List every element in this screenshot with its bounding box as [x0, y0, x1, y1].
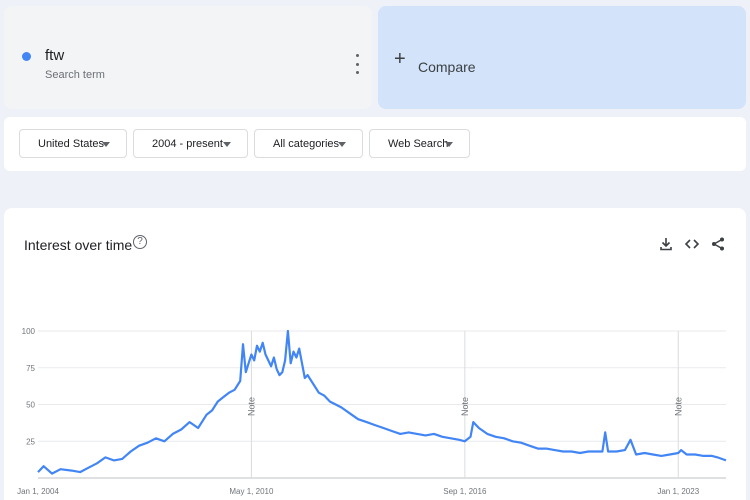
chart-title: Interest over time: [24, 237, 133, 253]
search-term-name[interactable]: ftw: [45, 47, 65, 64]
more-options-icon[interactable]: [350, 54, 364, 74]
x-tick-label: Sep 1, 2016: [443, 487, 487, 496]
y-tick-label: 25: [26, 437, 35, 446]
series-line: [37, 329, 727, 475]
search-type-dropdown-label: Web Search: [388, 137, 449, 150]
share-icon[interactable]: [710, 236, 726, 252]
compare-button[interactable]: + Compare: [378, 6, 746, 109]
interest-over-time-card: Interest over time ? Note Note Note 25 50 75…: [4, 208, 746, 500]
category-dropdown-label: All categories: [273, 137, 340, 150]
compare-label: Compare: [418, 59, 476, 75]
caret-down-icon: [445, 142, 453, 147]
interest-line-chart: Note Note Note 25 50 75 100 Jan 1, 2004 May 1, …: [17, 327, 727, 496]
x-tick-label: Jan 1, 2023: [657, 487, 699, 496]
x-tick-label: May 1, 2010: [229, 487, 274, 496]
search-term-card[interactable]: ftw Search term: [4, 6, 372, 109]
note-label: Note: [246, 397, 256, 416]
region-dropdown[interactable]: United States: [19, 129, 127, 158]
search-term-subtitle: Search term: [45, 69, 105, 81]
y-tick-label: 100: [22, 327, 36, 336]
download-icon[interactable]: [658, 236, 674, 252]
term-color-dot: [22, 52, 31, 61]
time-range-dropdown-label: 2004 - present: [152, 137, 223, 150]
caret-down-icon: [338, 142, 346, 147]
category-dropdown[interactable]: All categories: [254, 129, 363, 158]
embed-icon[interactable]: [684, 236, 700, 252]
note-label: Note: [673, 397, 683, 416]
help-icon[interactable]: ?: [133, 235, 147, 249]
region-dropdown-label: United States: [38, 137, 105, 150]
plus-icon: +: [394, 48, 406, 70]
filter-bar: United States 2004 - present All categor…: [4, 117, 746, 171]
x-tick-label: Jan 1, 2004: [17, 487, 59, 496]
caret-down-icon: [102, 142, 110, 147]
note-label: Note: [460, 397, 470, 416]
time-range-dropdown[interactable]: 2004 - present: [133, 129, 248, 158]
y-tick-label: 75: [26, 364, 35, 373]
search-type-dropdown[interactable]: Web Search: [369, 129, 470, 158]
caret-down-icon: [223, 142, 231, 147]
y-tick-label: 50: [26, 401, 35, 410]
